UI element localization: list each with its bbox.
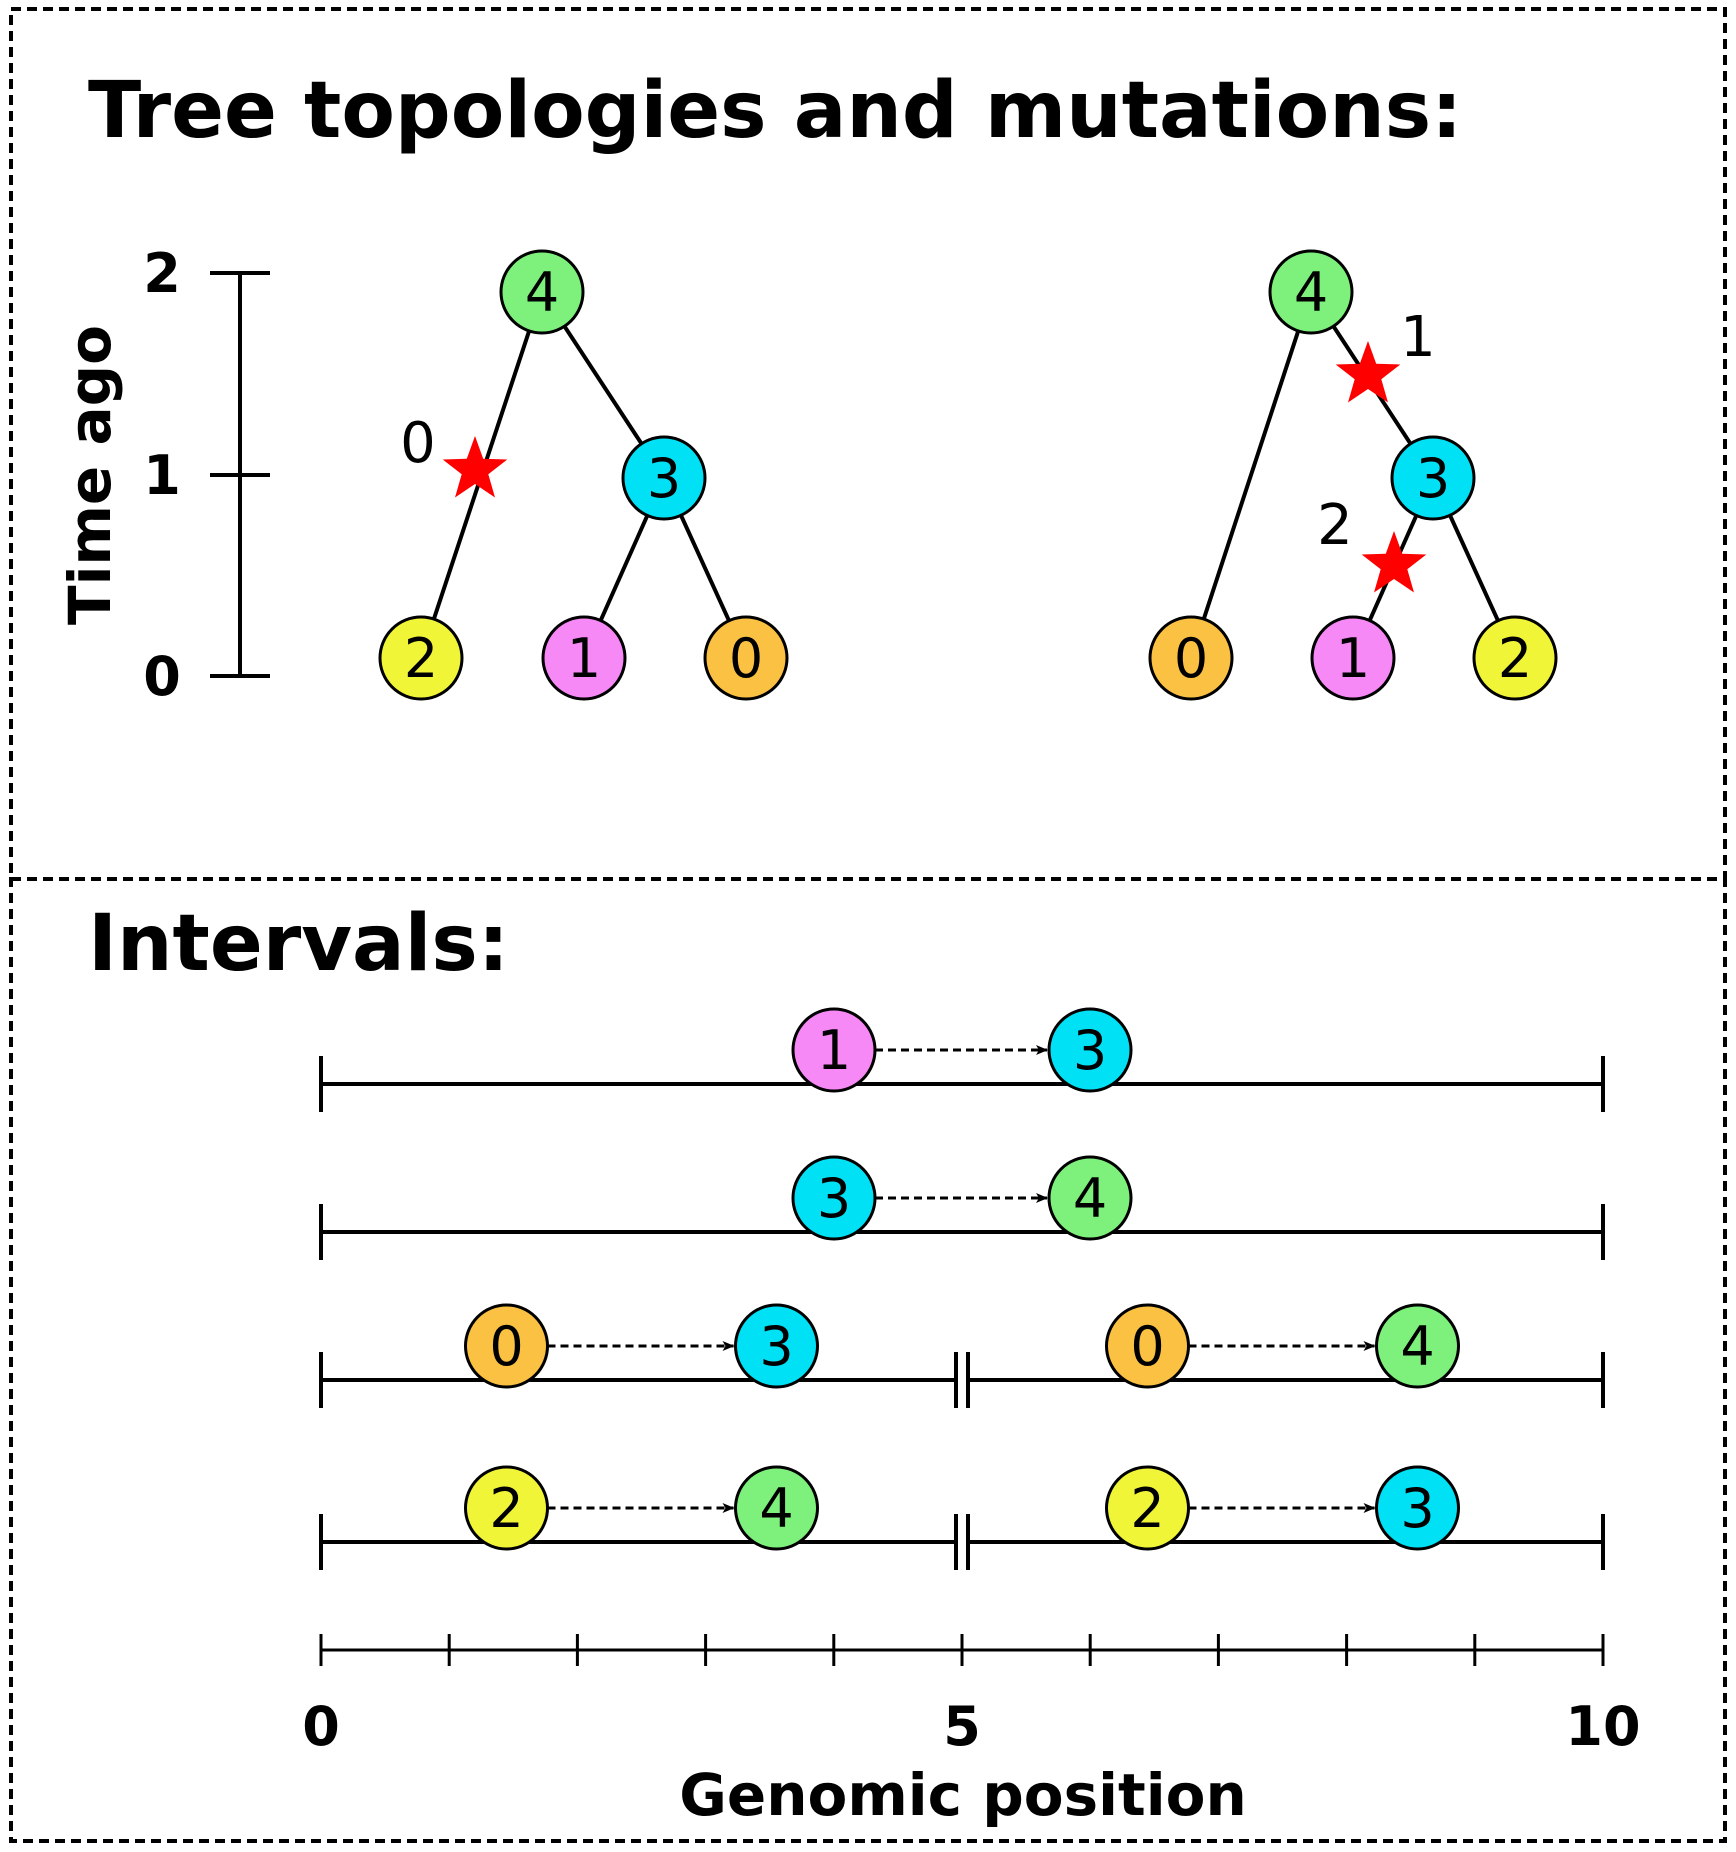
node-label: 4 [1400,1315,1434,1378]
mutation-star-icon [1335,341,1401,403]
node-label: 2 [489,1477,523,1540]
tree-edge [1189,291,1313,659]
node-circle [378,615,464,701]
genomic-position-axis: Genomic position 0 5 10 [302,1634,1641,1829]
node-label: 2 [1130,1477,1164,1540]
top-panel-title: Tree topologies and mutations: [88,66,1462,156]
time-axis-label: Time ago [56,325,124,625]
node-0: 0 [703,615,789,701]
mutation-label: 0 [400,411,436,476]
node-label: 2 [404,627,438,690]
node-label: 3 [759,1315,793,1378]
node-label: 4 [1073,1167,1107,1230]
node-circle [464,1465,549,1551]
node-label: 1 [817,1019,851,1082]
node-label: 4 [759,1477,793,1540]
mutation-label: 2 [1317,493,1353,558]
node-0: 0 [1105,1303,1190,1389]
bottom-panel-title: Intervals: [88,899,509,989]
position-tick-label: 5 [943,1695,981,1758]
node-label: 0 [729,627,763,690]
node-circle [1105,1303,1190,1389]
node-circle [1047,1155,1133,1241]
node-circle [1375,1303,1460,1389]
node-circle [1390,435,1476,521]
node-label: 2 [1498,627,1532,690]
tree-left: 0 4 3 2 1 0 [378,249,789,701]
node-label: 3 [817,1167,851,1230]
time-axis: 0 1 2 Time ago [56,242,270,708]
node-circle [1375,1465,1460,1551]
node-4: 4 [1375,1303,1460,1389]
node-circle [703,615,789,701]
node-label: 3 [1400,1477,1434,1540]
node-label: 0 [489,1315,523,1378]
node-3: 3 [734,1303,819,1389]
node-circle [621,435,707,521]
node-3: 3 [1375,1465,1460,1551]
node-circle [1105,1465,1190,1551]
node-circle [1148,615,1234,701]
time-tick-label-0: 0 [143,645,181,708]
node-0: 0 [464,1303,549,1389]
interval-row: 2 4 2 3 [319,1465,1605,1570]
bottom-panel-border [9,877,1727,1843]
node-label: 1 [567,627,601,690]
position-tick-label: 10 [1565,1695,1640,1758]
node-3: 3 [791,1155,877,1241]
node-circle [791,1007,877,1093]
node-circle [1310,615,1396,701]
node-circle [1268,249,1354,335]
node-label: 0 [1130,1315,1164,1378]
node-circle [464,1303,549,1389]
node-label: 4 [1294,261,1328,324]
node-3: 3 [621,435,707,521]
mutation-star-icon [442,436,508,498]
node-2: 2 [1105,1465,1190,1551]
node-circle [541,615,627,701]
node-2: 2 [378,615,464,701]
node-label: 3 [1073,1019,1107,1082]
node-2: 2 [1472,615,1558,701]
node-label: 3 [647,447,681,510]
node-label: 1 [1336,627,1370,690]
node-4: 4 [734,1465,819,1551]
node-3: 3 [1047,1007,1133,1093]
node-circle [1472,615,1558,701]
node-circle [791,1155,877,1241]
node-1: 1 [541,615,627,701]
time-tick-label-2: 2 [143,242,181,305]
mutation-star-icon [1361,531,1427,593]
interval-row: 0 3 0 4 [319,1303,1605,1408]
node-circle [499,249,585,335]
genomic-position-label: Genomic position [679,1761,1246,1829]
node-4: 4 [499,249,585,335]
node-label: 0 [1174,627,1208,690]
intervals-panel: 1 33 40 3 0 42 4 2 3 [319,1007,1605,1570]
node-4: 4 [1268,249,1354,335]
node-circle [1047,1007,1133,1093]
node-1: 1 [1310,615,1396,701]
node-3: 3 [1390,435,1476,521]
node-1: 1 [791,1007,877,1093]
node-label: 3 [1416,447,1450,510]
tree-right: 1 2 4 3 0 1 2 [1148,249,1558,701]
node-2: 2 [464,1465,549,1551]
time-tick-label-1: 1 [143,444,181,507]
position-tick-label: 0 [302,1695,340,1758]
mutation-label: 1 [1400,305,1436,370]
node-circle [734,1303,819,1389]
node-label: 4 [525,261,559,324]
node-circle [734,1465,819,1551]
node-4: 4 [1047,1155,1133,1241]
node-0: 0 [1148,615,1234,701]
